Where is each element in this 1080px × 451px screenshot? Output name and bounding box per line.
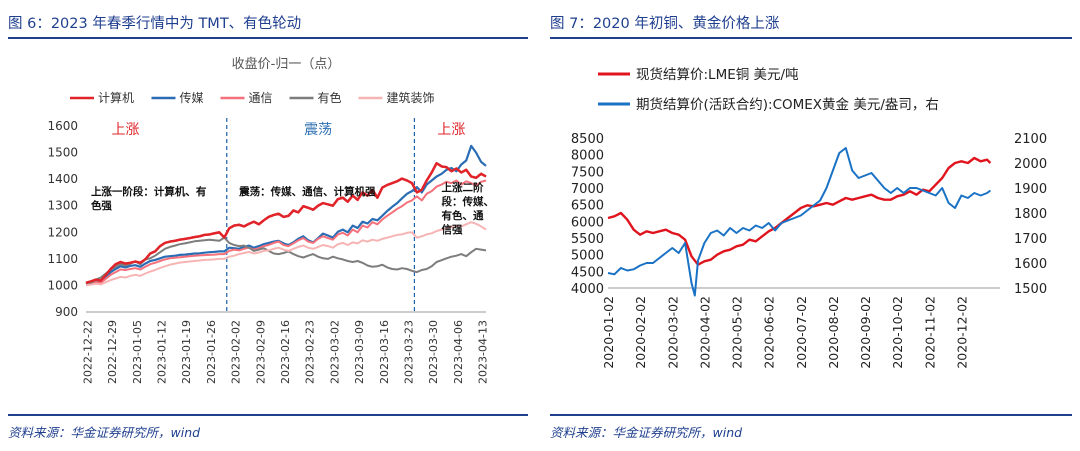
x-tick-label: 2023-03-09: [353, 320, 366, 384]
x-tick-label: 2022-12-22: [81, 320, 94, 384]
legend-label: 传媒: [180, 90, 204, 105]
x-tick-label: 2023-01-05: [131, 320, 144, 384]
x-tick-label: 2020-11-02: [922, 296, 937, 369]
annotation-text: 色强: [91, 199, 112, 212]
right-source-note: 资料来源：华金证券研究所，wind: [550, 425, 743, 440]
x-tick-label: 2023-02-09: [254, 320, 267, 384]
y-tick-label: 900: [55, 305, 78, 319]
x-tick-label: 2023-02-16: [279, 320, 292, 384]
series-line-series: [85, 144, 487, 285]
y-right-tick-label: 1500: [1014, 282, 1047, 297]
annotation-text: 上涨二阶: [442, 181, 484, 194]
annotation-text: 震荡：传媒、通信、计算机强: [238, 185, 376, 198]
y-tick-label: 1500: [47, 146, 78, 160]
right-title-rule: [550, 37, 1072, 39]
left-figure-title: 图 6：2023 年春季行情中为 TMT、有色轮动: [8, 16, 302, 32]
y-left-tick-label: 5000: [571, 249, 604, 264]
x-tick-label: 2020-07-02: [794, 296, 809, 369]
x-tick-label: 2023-02-02: [230, 320, 243, 384]
y-right-tick-label: 2000: [1014, 157, 1047, 172]
annotation-text: 段：传媒、: [442, 195, 495, 208]
phase-label: 震荡: [304, 122, 332, 138]
x-tick-label: 2020-04-02: [697, 296, 712, 369]
x-tick-label: 2023-01-12: [156, 320, 169, 384]
legend-label: 计算机: [98, 90, 134, 105]
y-tick-label: 1100: [47, 252, 78, 266]
series-line-right: [607, 147, 992, 297]
legend-label: 建筑装饰: [387, 90, 435, 105]
x-tick-label: 2023-04-13: [477, 320, 490, 384]
x-tick-label: 2020-12-02: [954, 296, 969, 369]
y-tick-label: 1400: [47, 172, 78, 186]
y-left-tick-label: 8000: [571, 149, 604, 164]
annotation-text: 上涨一阶段：计算机、有: [91, 185, 207, 198]
x-tick-label: 2023-03-30: [427, 320, 440, 384]
y-left-tick-label: 6500: [571, 199, 604, 214]
legend-label: 通信: [249, 91, 273, 105]
x-tick-label: 2020-03-02: [665, 296, 680, 369]
y-left-tick-label: 5500: [571, 232, 604, 247]
phase-label: 上涨: [437, 122, 465, 138]
annotation-text: 有色、通: [442, 209, 484, 222]
x-tick-label: 2022-12-29: [106, 320, 119, 384]
phase-label: 上涨: [112, 122, 140, 138]
x-tick-label: 2020-09-02: [858, 296, 873, 369]
y-right-tick-label: 1700: [1014, 232, 1047, 247]
y-tick-label: 1300: [47, 199, 78, 213]
x-tick-label: 2023-02-23: [304, 320, 317, 384]
y-tick-label: 1000: [47, 278, 78, 292]
annotation-text: 信强: [442, 223, 463, 236]
series-line-series: [85, 179, 487, 286]
y-left-tick-label: 7500: [571, 165, 604, 180]
left-source-note: 资料来源：华金证券研究所，wind: [8, 425, 201, 440]
x-tick-label: 2020-01-02: [601, 296, 616, 369]
legend-label: 期货结算价(活跃合约):COMEX黄金 美元/盎司，右: [636, 96, 939, 113]
y-left-tick-label: 4500: [571, 265, 604, 280]
x-tick-label: 2020-10-02: [890, 296, 905, 369]
y-left-tick-label: 8500: [571, 132, 604, 147]
series-line-left: [607, 156, 992, 266]
y-right-tick-label: 2100: [1014, 132, 1047, 147]
x-tick-label: 2023-04-06: [452, 320, 465, 384]
right-figure-title: 图 7：2020 年初铜、黄金价格上涨: [550, 16, 780, 32]
left-title-rule: [8, 37, 528, 39]
left-chart: 收盘价-归一（点） 计算机 传媒 通信 有色 建筑装饰 900 1000 1100 1200 130…: [47, 56, 495, 384]
legend-label: 现货结算价:LME铜 美元/吨: [636, 66, 799, 83]
chart-title: 收盘价-归一（点）: [232, 56, 341, 72]
left-bottom-rule: [8, 414, 528, 416]
series-line-series: [85, 221, 487, 287]
x-tick-label: 2020-08-02: [826, 296, 841, 369]
right-bottom-rule: [550, 414, 1072, 416]
y-right-tick-label: 1800: [1014, 207, 1047, 222]
y-left-tick-label: 6000: [571, 215, 604, 230]
x-tick-label: 2023-03-02: [328, 320, 341, 384]
x-tick-label: 2020-05-02: [730, 296, 745, 369]
x-tick-label: 2023-01-19: [180, 320, 193, 384]
x-tick-label: 2023-03-16: [378, 320, 391, 384]
legend-label: 有色: [318, 91, 342, 105]
series-line-top: [85, 161, 487, 284]
y-left-tick-label: 4000: [571, 282, 604, 297]
right-figure-panel: 图 7：2020 年初铜、黄金价格上涨 现货结算价:LME铜 美元/吨期货结算价…: [550, 0, 1072, 451]
y-right-tick-label: 1600: [1014, 257, 1047, 272]
left-figure-panel: 图 6：2023 年春季行情中为 TMT、有色轮动 收盘价-归一（点） 计算机 传媒…: [8, 0, 528, 451]
y-left-tick-label: 7000: [571, 182, 604, 197]
x-tick-label: 2023-01-26: [205, 320, 218, 384]
y-tick-label: 1200: [47, 225, 78, 239]
y-right-tick-label: 1900: [1014, 182, 1047, 197]
y-tick-label: 1600: [47, 119, 78, 133]
x-tick-label: 2023-03-23: [402, 320, 415, 384]
x-tick-label: 2020-02-02: [633, 296, 648, 369]
series-line-series: [85, 236, 487, 286]
x-tick-label: 2020-06-02: [762, 296, 777, 369]
